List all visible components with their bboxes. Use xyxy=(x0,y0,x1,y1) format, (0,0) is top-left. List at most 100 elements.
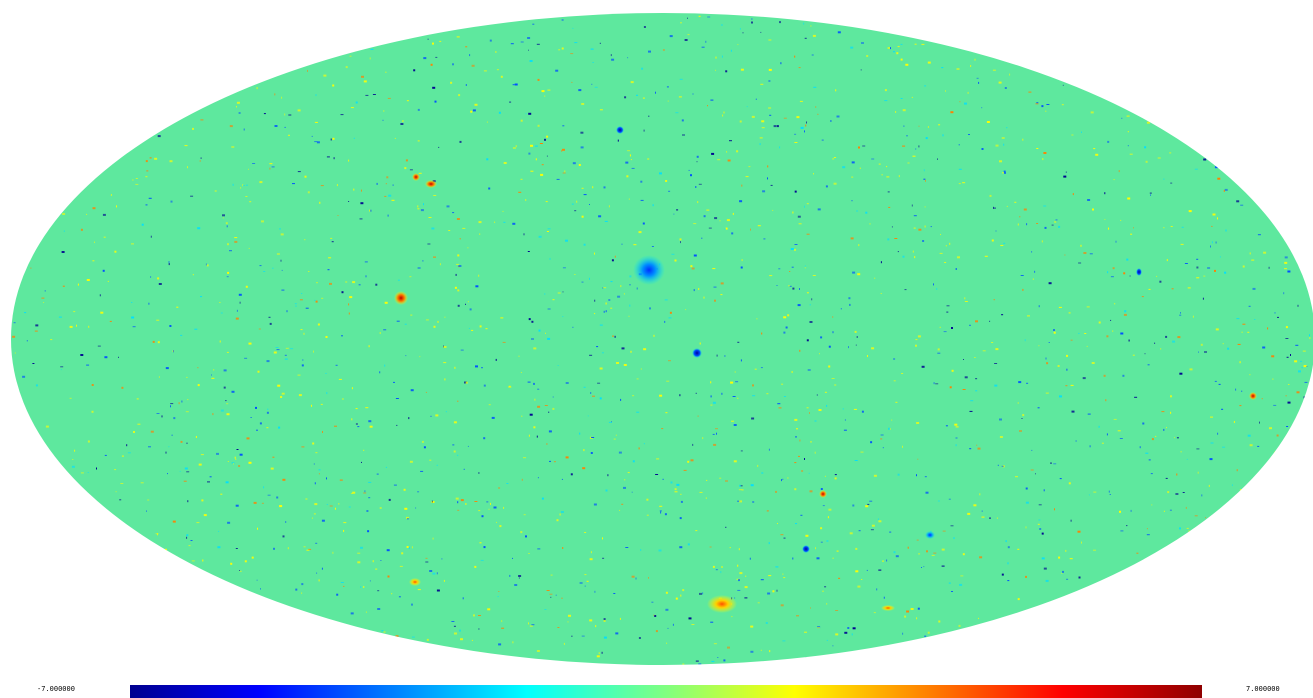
noise-speckle xyxy=(719,220,721,222)
noise-speckle xyxy=(1203,158,1207,161)
noise-speckle xyxy=(325,336,328,338)
noise-speckle xyxy=(1272,378,1274,380)
noise-speckle xyxy=(643,129,645,132)
noise-speckle xyxy=(478,651,480,653)
noise-speckle xyxy=(852,271,856,274)
noise-speckle xyxy=(527,381,531,383)
noise-speckle xyxy=(1070,519,1072,522)
noise-speckle xyxy=(636,287,638,290)
noise-speckle xyxy=(627,150,631,152)
noise-speckle xyxy=(1207,267,1211,269)
noise-speckle xyxy=(1084,333,1087,334)
noise-speckle xyxy=(454,366,456,369)
noise-speckle xyxy=(812,34,816,37)
noise-speckle xyxy=(1274,451,1277,453)
noise-speckle xyxy=(739,28,741,30)
noise-speckle xyxy=(121,386,124,389)
noise-speckle xyxy=(325,372,327,374)
noise-speckle xyxy=(537,124,540,127)
noise-speckle xyxy=(417,205,419,208)
noise-speckle xyxy=(1030,469,1034,471)
noise-speckle xyxy=(916,474,917,477)
noise-speckle xyxy=(695,530,698,532)
noise-speckle xyxy=(458,94,461,97)
noise-speckle xyxy=(794,418,798,421)
noise-speckles xyxy=(12,15,1311,665)
noise-speckle xyxy=(523,457,526,459)
noise-speckle xyxy=(245,196,248,197)
noise-speckle xyxy=(692,443,694,446)
noise-speckle xyxy=(341,335,343,337)
noise-speckle xyxy=(880,293,882,294)
noise-speckle xyxy=(860,451,864,453)
noise-speckle xyxy=(395,635,399,638)
noise-speckle xyxy=(1066,354,1068,357)
noise-speckle xyxy=(537,78,540,81)
noise-speckle xyxy=(812,275,816,276)
noise-speckle xyxy=(421,440,424,443)
noise-speckle xyxy=(433,256,436,258)
noise-speckle xyxy=(348,303,350,306)
noise-speckle xyxy=(1214,380,1217,382)
noise-speckle xyxy=(636,411,640,413)
noise-speckle xyxy=(398,596,401,598)
noise-speckle xyxy=(832,316,834,318)
noise-speckle xyxy=(234,240,238,243)
noise-speckle xyxy=(737,44,739,46)
noise-speckle xyxy=(800,514,803,516)
noise-speckle xyxy=(862,145,866,147)
noise-speckle xyxy=(611,58,615,61)
noise-speckle xyxy=(809,490,813,493)
noise-speckle xyxy=(119,499,122,501)
noise-speckle xyxy=(969,324,971,326)
noise-speckle xyxy=(546,590,550,591)
noise-speckle xyxy=(1098,321,1101,324)
noise-speckle xyxy=(783,577,786,579)
noise-speckle xyxy=(590,452,593,454)
noise-speckle xyxy=(528,112,532,115)
noise-speckle xyxy=(467,445,469,447)
noise-speckle xyxy=(978,81,980,84)
noise-speckle xyxy=(610,307,613,309)
noise-speckle xyxy=(279,228,281,230)
noise-speckle xyxy=(572,162,576,165)
noise-speckle xyxy=(1120,530,1124,532)
noise-speckle xyxy=(766,393,769,395)
noise-speckle xyxy=(384,301,388,304)
noise-speckle xyxy=(544,405,548,406)
noise-speckle xyxy=(1038,305,1040,308)
noise-speckle xyxy=(665,591,668,594)
noise-speckle xyxy=(1059,395,1062,398)
noise-speckle xyxy=(967,91,969,94)
noise-speckle xyxy=(278,426,281,429)
noise-speckle xyxy=(1031,449,1033,451)
point-sources xyxy=(394,126,1257,613)
noise-speckle xyxy=(549,257,551,260)
noise-speckle xyxy=(235,458,237,460)
noise-speckle xyxy=(703,296,705,299)
noise-speckle xyxy=(1071,134,1074,136)
noise-speckle xyxy=(503,221,506,223)
noise-speckle xyxy=(249,201,252,203)
noise-speckle xyxy=(96,467,97,470)
noise-speckle xyxy=(172,350,175,352)
noise-speckle xyxy=(244,560,247,563)
noise-speckle xyxy=(431,501,435,503)
noise-speckle xyxy=(1285,338,1289,339)
noise-speckle xyxy=(691,624,695,625)
noise-speckle xyxy=(564,170,566,173)
noise-speckle xyxy=(824,475,826,477)
noise-speckle xyxy=(1039,528,1042,530)
noise-speckle xyxy=(1274,312,1276,314)
noise-speckle xyxy=(623,364,627,366)
noise-speckle xyxy=(925,179,926,182)
noise-speckle xyxy=(1068,482,1071,485)
noise-speckle xyxy=(229,250,232,252)
noise-speckle xyxy=(974,58,976,61)
noise-speckle xyxy=(194,328,198,330)
noise-speckle xyxy=(383,329,387,331)
noise-speckle xyxy=(673,213,675,215)
noise-speckle xyxy=(474,565,477,568)
noise-speckle xyxy=(978,617,979,619)
noise-speckle xyxy=(599,109,603,111)
